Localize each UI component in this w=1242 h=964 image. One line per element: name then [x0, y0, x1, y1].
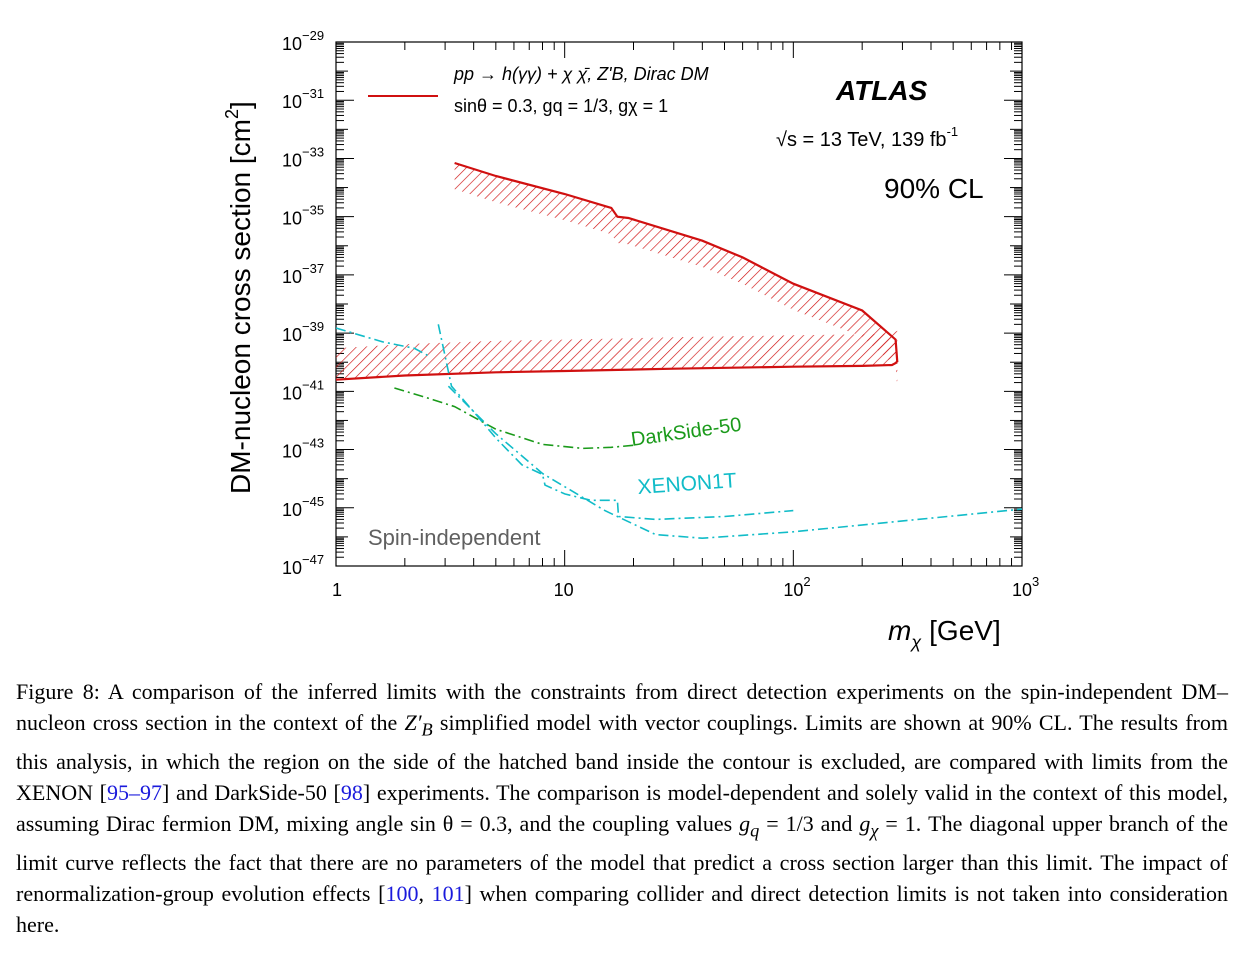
ref-link[interactable]: 101: [431, 881, 465, 906]
atlas-upper-limit-line: [454, 161, 899, 363]
cl-label: 90% CL: [884, 173, 984, 204]
y-tick-label: 10−45: [282, 494, 324, 520]
ref-link[interactable]: 95–97: [106, 780, 162, 805]
atlas-label: ATLAS: [835, 75, 928, 106]
x-tick-label: 103: [1012, 574, 1039, 600]
xenon-label: XENON1T: [637, 469, 738, 499]
upper-hatch-band: [454, 163, 898, 389]
xenon-curve-0: [336, 327, 432, 358]
y-tick-label: 10−29: [282, 28, 324, 54]
y-tick-label: 10−43: [282, 436, 324, 462]
darkside-curve: [394, 387, 634, 450]
darkside-label: DarkSide-50: [630, 414, 743, 451]
y-axis-label: DM-nucleon cross section [cm2]: [222, 101, 256, 494]
figure-caption: Figure 8: A comparison of the inferred l…: [16, 679, 1229, 938]
ref-link[interactable]: 98: [340, 780, 363, 805]
spin-independent-label: Spin-independent: [368, 525, 540, 550]
figure-label: Figure 8:: [16, 679, 100, 704]
y-tick-label: 10−33: [282, 144, 324, 170]
y-tick-label: 10−31: [282, 86, 324, 112]
limit-curves: [336, 161, 1022, 540]
x-axis-label: mχ [GeV]: [888, 615, 1001, 652]
tick-labels: 1 10 102 103 10−29 10−31 10−33 10−35 10−37 10−39 1…: [282, 28, 1039, 600]
x-tick-label: 102: [783, 574, 810, 600]
y-tick-label: 10−39: [282, 319, 324, 345]
y-tick-label: 10−41: [282, 377, 324, 403]
y-tick-label: 10−47: [282, 552, 324, 578]
lower-hatch-band: [336, 330, 898, 380]
y-tick-label: 10−35: [282, 203, 324, 229]
xenon-curve-2: [447, 385, 1022, 540]
atlas-lower-limit-line: [336, 361, 898, 381]
x-tick-label: 10: [554, 580, 574, 600]
legend-entry-line1: pp → h(γγ) + χ χ̄, Z'B, Dirac DM: [453, 64, 709, 84]
x-tick-label: 1: [332, 580, 342, 600]
y-tick-label: 10−37: [282, 261, 324, 287]
energy-lumi-label: √s = 13 TeV, 139 fb-1: [776, 124, 958, 151]
legend-entry-line2: sinθ = 0.3, gq = 1/3, gχ = 1: [454, 96, 668, 116]
atlas-limit-plot: 1 10 102 103 10−29 10−31 10−33 10−35 10−37 10−39 1…: [222, 28, 1039, 652]
ref-link[interactable]: 100: [385, 881, 419, 906]
